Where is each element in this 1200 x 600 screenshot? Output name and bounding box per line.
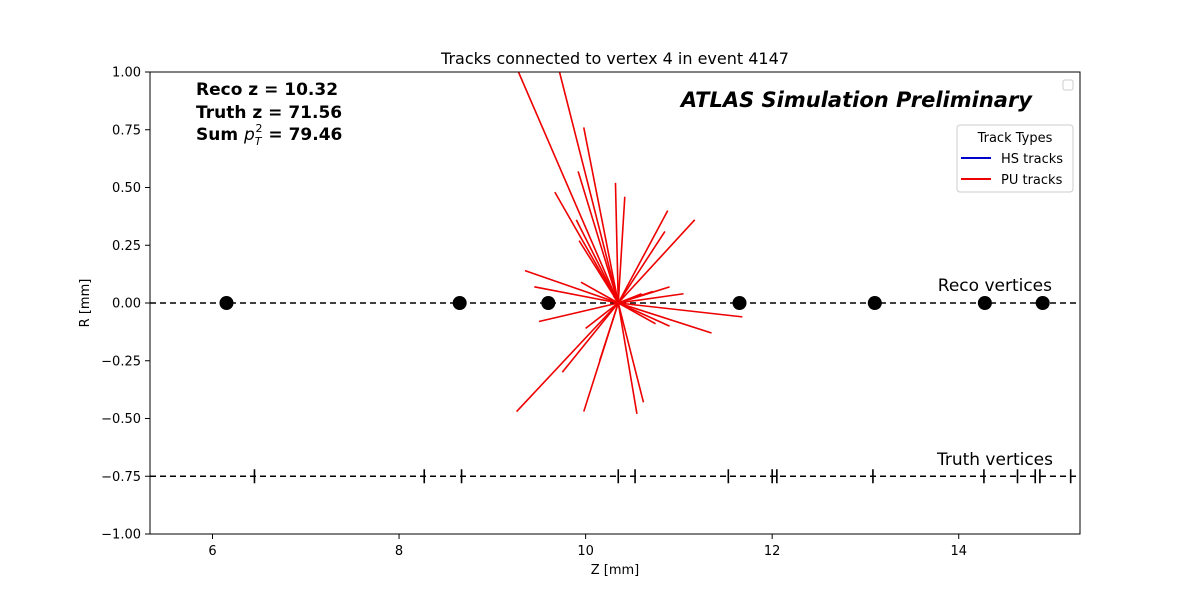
truth-vertex-markers	[253, 469, 1072, 484]
sum-pt2-stat: Sum pT2 = 79.46	[196, 122, 342, 148]
pu-track	[617, 293, 642, 304]
reco-vertex-marker	[452, 296, 467, 310]
y-tick-label: −0.25	[101, 354, 141, 369]
y-tick-label: 0.50	[112, 181, 141, 196]
pu-track	[517, 71, 619, 304]
truth-vertices-label: Truth vertices	[936, 450, 1053, 470]
pu-track	[585, 302, 619, 330]
pu-track	[618, 292, 684, 304]
x-tick-label: 6	[208, 544, 216, 559]
x-axis-label: Z [mm]	[591, 563, 640, 578]
pu-track	[538, 302, 619, 323]
y-tick-label: −0.50	[101, 412, 141, 427]
pu-track	[575, 219, 619, 304]
x-tick-label: 12	[764, 544, 781, 559]
reco-vertex-marker	[977, 296, 992, 310]
reco-vertex-marker	[541, 296, 556, 310]
y-tick-label: 1.00	[112, 66, 141, 81]
y-tick-label: 0.00	[112, 297, 141, 312]
chart-title: Tracks connected to vertex 4 in event 41…	[440, 49, 789, 68]
y-axis: −1.00 −0.75 −0.50 −0.25 0.00 0.25 0.50 0.75 1.00	[101, 66, 150, 543]
pu-track	[617, 219, 696, 304]
pu-track	[558, 71, 620, 304]
y-axis-label: R [mm]	[78, 279, 93, 328]
pu-track	[524, 269, 619, 304]
pu-track	[618, 302, 743, 318]
pt-superscript: 2	[256, 122, 263, 135]
legend-hs-label: HS tracks	[1001, 152, 1063, 167]
legend: Track Types HS tracks PU tracks	[956, 124, 1074, 193]
empty-legend-box	[1062, 79, 1074, 91]
reco-z-stat: Reco z = 10.32	[196, 80, 338, 100]
pu-track	[612, 295, 619, 304]
legend-frame	[956, 124, 1074, 193]
pt-subscript: T	[255, 135, 263, 148]
pu-track	[618, 302, 712, 334]
pu-track-lines	[516, 71, 743, 415]
pu-track	[582, 127, 620, 304]
pu-track	[554, 191, 619, 304]
x-axis: 6 8 10 12 14	[208, 534, 967, 559]
pu-track	[614, 182, 620, 304]
x-tick-label: 8	[395, 544, 403, 559]
y-tick-label: −0.75	[101, 470, 141, 485]
pu-track	[582, 302, 620, 412]
pu-track	[617, 302, 645, 403]
y-tick-label: 0.25	[112, 239, 141, 254]
legend-pu-label: PU tracks	[1001, 173, 1063, 188]
legend-title: Track Types	[977, 131, 1053, 146]
pu-track	[516, 302, 619, 413]
pu-track	[534, 286, 619, 304]
atlas-watermark: ATLAS Simulation Preliminary	[679, 88, 1033, 112]
sum-pt2-value: = 79.46	[263, 125, 343, 145]
reco-vertex-markers	[219, 296, 1050, 310]
pu-track	[617, 302, 656, 325]
reco-vertex-marker	[1035, 296, 1050, 310]
reco-vertex-marker	[867, 296, 882, 310]
pu-track	[561, 302, 619, 373]
pu-track	[617, 230, 666, 304]
y-tick-label: −1.00	[101, 528, 141, 543]
x-tick-label: 14	[950, 544, 967, 559]
pt-symbol: p	[243, 125, 255, 145]
pu-track	[617, 196, 626, 304]
pu-track	[577, 171, 620, 304]
plot-area	[150, 71, 1080, 484]
reco-vertices-label: Reco vertices	[938, 276, 1052, 296]
sum-pt2-prefix: Sum	[196, 125, 244, 145]
pu-track	[578, 240, 619, 304]
pu-track	[617, 210, 669, 304]
reco-vertex-marker	[732, 296, 747, 310]
reco-vertex-marker	[219, 296, 234, 310]
pu-track	[617, 302, 638, 415]
pu-track	[580, 281, 619, 304]
x-tick-label: 10	[577, 544, 594, 559]
truth-z-stat: Truth z = 71.56	[196, 103, 342, 123]
y-tick-label: 0.75	[112, 123, 141, 138]
